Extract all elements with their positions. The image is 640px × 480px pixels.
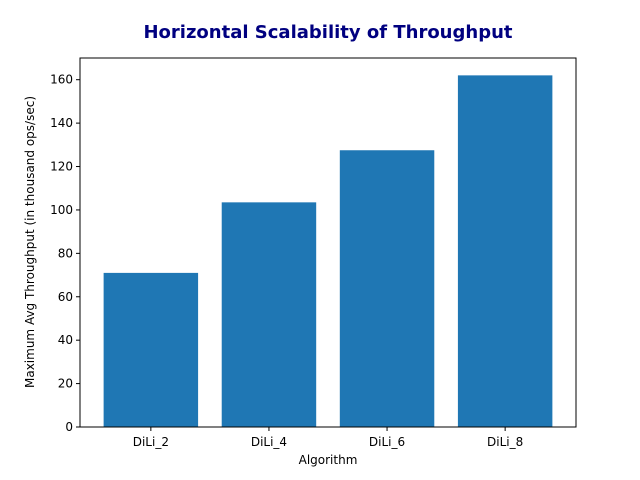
bar xyxy=(103,272,199,427)
bar xyxy=(339,150,435,427)
y-tick-label: 40 xyxy=(58,333,73,347)
x-tick-label: DiLi_4 xyxy=(251,435,287,449)
y-tick-label: 20 xyxy=(58,377,73,391)
y-tick-label: 140 xyxy=(50,116,73,130)
y-tick-label: 100 xyxy=(50,203,73,217)
y-tick-label: 120 xyxy=(50,160,73,174)
bar xyxy=(457,75,553,427)
y-axis-label: Maximum Avg Throughput (in thousand ops/… xyxy=(23,96,37,388)
chart-title: Horizontal Scalability of Throughput xyxy=(143,22,512,43)
plot-frame xyxy=(79,57,577,428)
bar xyxy=(221,202,317,427)
y-tick-label: 160 xyxy=(50,73,73,87)
x-axis-label: Algorithm xyxy=(299,453,358,467)
y-tick-label: 80 xyxy=(58,246,73,260)
y-tick-label: 60 xyxy=(58,290,73,304)
x-tick-label: DiLi_2 xyxy=(133,435,169,449)
y-tick-label: 0 xyxy=(65,420,73,434)
x-tick-label: DiLi_6 xyxy=(369,435,405,449)
x-tick-label: DiLi_8 xyxy=(487,435,523,449)
